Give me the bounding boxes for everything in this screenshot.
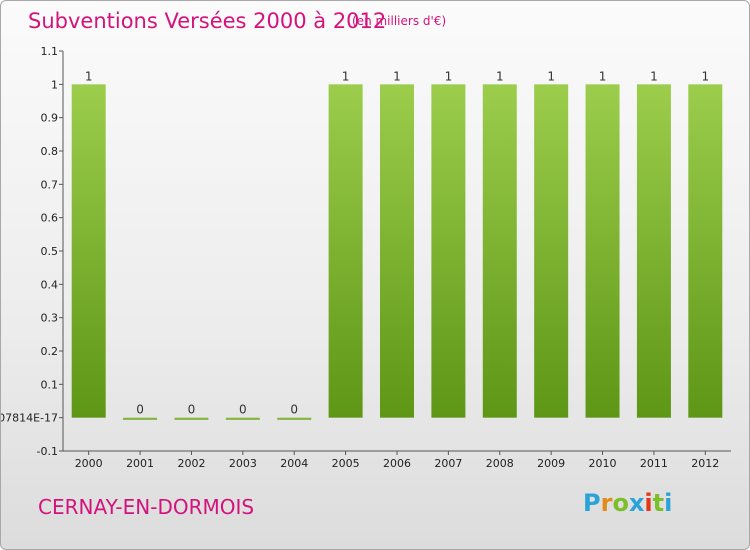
x-tick-label-2006: 2006 — [383, 457, 411, 470]
x-tick-label-2001: 2001 — [126, 457, 154, 470]
x-tick-label-2011: 2011 — [640, 457, 668, 470]
y-tick-label: 0.7 — [41, 178, 59, 191]
bar-2001 — [123, 417, 158, 420]
x-tick-label-2004: 2004 — [280, 457, 308, 470]
y-tick-label: 0.8 — [41, 145, 59, 158]
y-tick-label: 0.1 — [41, 378, 59, 391]
bar-2007 — [431, 84, 466, 418]
y-tick-label: 0.9 — [41, 112, 59, 125]
logo-letter: x — [628, 489, 645, 517]
proxiti-logo: Proxiti — [583, 489, 672, 517]
data-label-2003: 0 — [239, 403, 247, 417]
commune-name: CERNAY-EN-DORMOIS — [38, 495, 255, 519]
x-tick-label-2008: 2008 — [486, 457, 514, 470]
x-tick-label-2005: 2005 — [332, 457, 360, 470]
chart-title: Subventions Versées 2000 à 2012 — [28, 9, 387, 33]
y-tick-label: 1.3877787807814E-17 — [1, 412, 58, 425]
x-tick-label-2012: 2012 — [691, 457, 719, 470]
logo-letter: i — [664, 489, 673, 517]
y-tick-label: 1.1 — [41, 45, 59, 58]
bar-2002 — [174, 417, 209, 420]
data-label-2000: 1 — [85, 69, 93, 83]
x-tick-label-2000: 2000 — [75, 457, 103, 470]
bar-2004 — [277, 417, 312, 420]
y-tick-label: 1 — [51, 78, 58, 91]
bar-2008 — [482, 84, 517, 418]
data-label-2001: 0 — [136, 403, 144, 417]
data-label-2002: 0 — [188, 403, 196, 417]
x-tick-label-2009: 2009 — [537, 457, 565, 470]
x-tick-label-2010: 2010 — [589, 457, 617, 470]
logo-letter: r — [600, 489, 613, 517]
bar-2000 — [71, 84, 106, 418]
data-label-2011: 1 — [650, 69, 658, 83]
bar-2006 — [380, 84, 414, 418]
y-tick-label: 0.5 — [41, 245, 59, 258]
data-label-2006: 1 — [393, 69, 401, 83]
x-tick-label-2003: 2003 — [229, 457, 257, 470]
logo-letter: P — [583, 489, 601, 517]
bar-2012 — [688, 84, 723, 418]
data-label-2010: 1 — [599, 69, 607, 83]
y-tick-label: 0.4 — [41, 278, 59, 291]
data-label-2005: 1 — [342, 69, 350, 83]
x-tick-label-2007: 2007 — [434, 457, 462, 470]
bar-2010 — [585, 84, 620, 418]
data-label-2007: 1 — [445, 69, 453, 83]
bar-2009 — [534, 84, 569, 418]
bar-2003 — [225, 417, 260, 420]
bar-2005 — [328, 84, 363, 418]
y-tick-label: 0.3 — [41, 312, 59, 325]
x-tick-label-2002: 2002 — [177, 457, 205, 470]
logo-letter: o — [612, 489, 629, 517]
bar-2011 — [636, 84, 671, 418]
logo-letter: t — [652, 489, 665, 517]
data-label-2012: 1 — [701, 69, 709, 83]
data-label-2008: 1 — [496, 69, 504, 83]
data-label-2009: 1 — [547, 69, 555, 83]
data-label-2004: 0 — [290, 403, 298, 417]
y-tick-label: 0.2 — [41, 345, 59, 358]
chart-subtitle: (en milliers d'€) — [352, 14, 447, 28]
y-tick-label: -0.1 — [37, 445, 58, 458]
logo-letter: i — [644, 489, 653, 517]
y-tick-label: 0.6 — [41, 212, 59, 225]
